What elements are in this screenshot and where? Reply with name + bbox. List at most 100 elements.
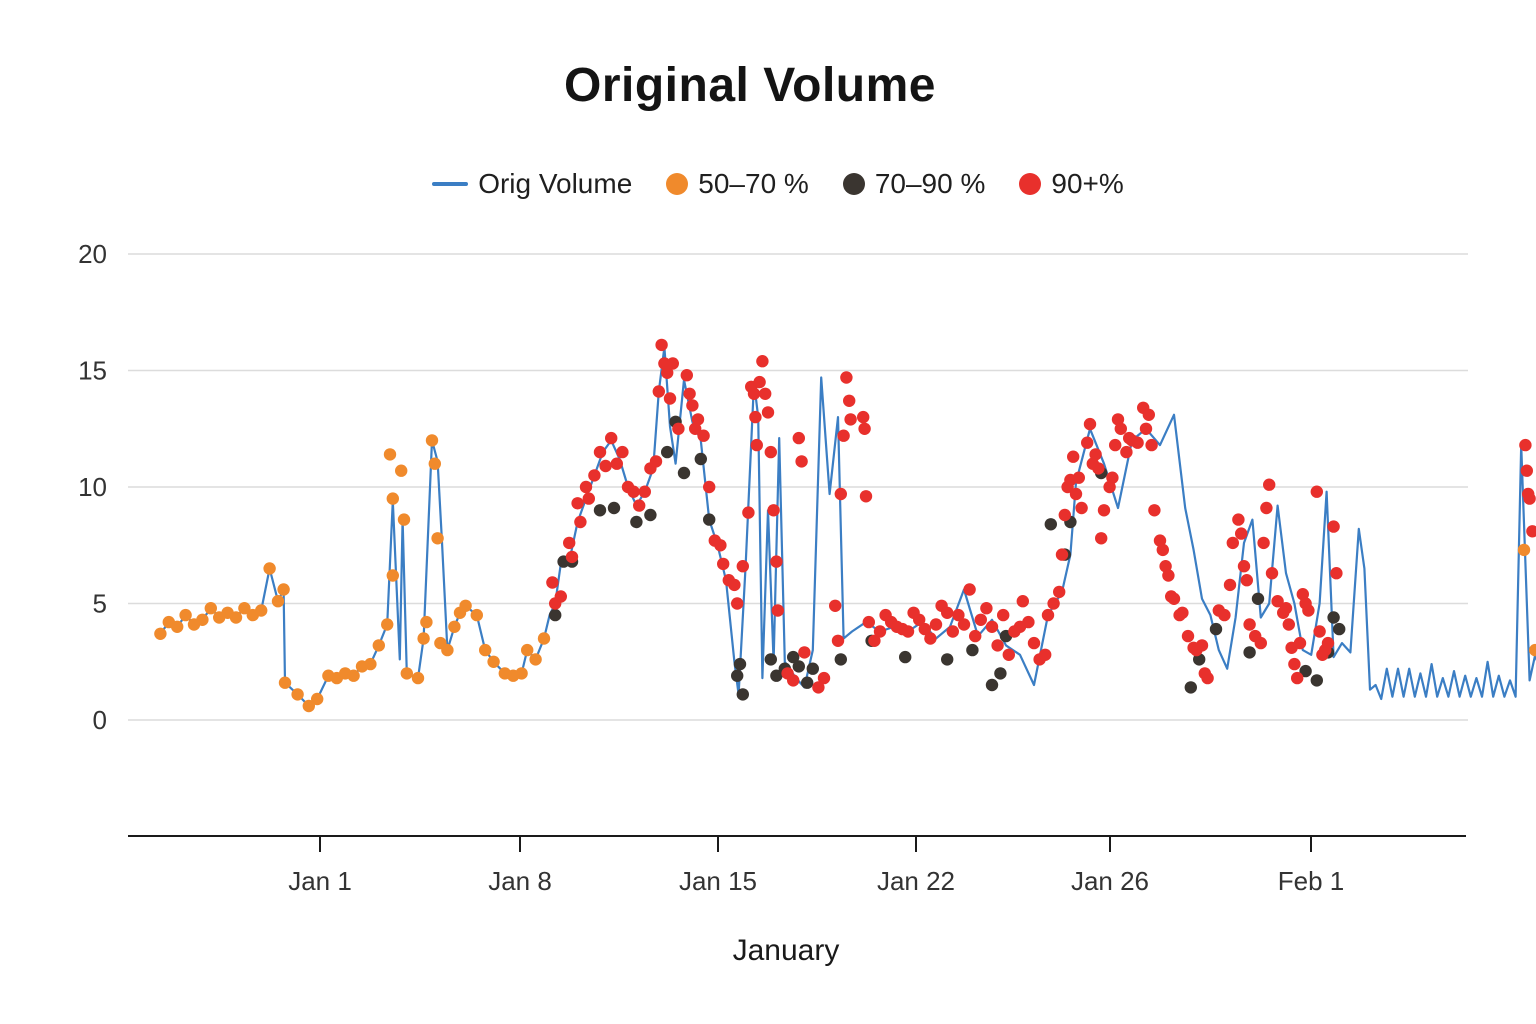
marker-50-70 xyxy=(400,667,413,680)
marker-90-plus xyxy=(663,392,677,405)
marker-90-plus xyxy=(974,613,987,626)
marker-70-90 xyxy=(899,650,912,664)
marker-70-90 xyxy=(801,676,814,689)
x-axis-title: January xyxy=(732,934,840,967)
marker-50-70 xyxy=(386,569,399,582)
marker-90-plus xyxy=(1022,615,1035,629)
marker-70-90 xyxy=(770,669,783,682)
marker-90-plus xyxy=(714,539,727,552)
legend-item-orig-volume[interactable]: Orig Volume xyxy=(432,168,632,200)
marker-90-plus xyxy=(728,578,741,592)
marker-90-plus xyxy=(843,394,856,407)
marker-90-plus xyxy=(837,429,850,442)
marker-90-plus xyxy=(952,608,965,622)
marker-90-plus xyxy=(582,492,595,505)
marker-50-70 xyxy=(479,643,492,657)
marker-90-plus xyxy=(1120,445,1133,459)
marker-70-90 xyxy=(787,650,800,664)
marker-50-70 xyxy=(238,602,251,615)
marker-90-plus xyxy=(717,557,730,571)
marker-50-70 xyxy=(154,627,167,640)
legend-item-90-plus[interactable]: 90+% xyxy=(1019,168,1124,200)
marker-90-plus xyxy=(1282,618,1296,631)
marker-90-plus xyxy=(680,369,693,382)
marker-90-plus xyxy=(546,576,559,589)
legend-dot-swatch xyxy=(842,173,865,195)
marker-90-plus xyxy=(616,445,629,459)
marker-90-plus xyxy=(1519,438,1532,452)
marker-90-plus xyxy=(1257,536,1270,550)
marker-90-plus xyxy=(1075,501,1088,515)
marker-90-plus xyxy=(1159,560,1172,573)
marker-70-90 xyxy=(1209,622,1223,636)
marker-90-plus xyxy=(1097,504,1111,517)
legend-item-50-70[interactable]: 50–70 % xyxy=(666,168,809,200)
marker-70-90 xyxy=(644,508,657,522)
marker-90-plus xyxy=(1321,636,1335,650)
marker-90-plus xyxy=(753,375,766,389)
marker-90-plus xyxy=(661,366,674,379)
marker-50-70 xyxy=(515,667,528,680)
marker-90-plus xyxy=(749,410,762,424)
marker-90-plus xyxy=(1526,525,1536,538)
marker-90-plus xyxy=(991,639,1004,652)
marker-70-90 xyxy=(549,608,562,622)
legend-label: Orig Volume xyxy=(478,168,633,199)
legend-label: 90+% xyxy=(1051,168,1124,199)
marker-90-plus xyxy=(697,429,710,442)
marker-90-plus xyxy=(817,671,831,685)
marker-90-plus xyxy=(1162,569,1175,582)
marker-50-70 xyxy=(470,608,483,622)
marker-90-plus xyxy=(588,469,601,482)
marker-90-plus xyxy=(792,431,805,445)
marker-90-plus xyxy=(565,550,579,564)
marker-90-plus xyxy=(1156,543,1170,557)
marker-70-90 xyxy=(966,643,979,657)
marker-90-plus xyxy=(834,487,847,501)
marker-90-plus xyxy=(1520,464,1534,477)
marker-70-90 xyxy=(806,662,819,675)
marker-90-plus xyxy=(686,399,699,412)
marker-90-plus xyxy=(1069,487,1083,501)
marker-90-plus xyxy=(1109,438,1122,452)
marker-90-plus xyxy=(929,618,943,631)
marker-90-plus xyxy=(1293,636,1307,650)
marker-90-plus xyxy=(652,385,665,398)
marker-90-plus xyxy=(924,632,937,645)
marker-70-90 xyxy=(941,653,954,666)
marker-90-plus xyxy=(771,604,784,617)
marker-90-plus xyxy=(1083,417,1097,431)
marker-90-plus xyxy=(795,455,808,468)
marker-90-plus xyxy=(1153,534,1167,547)
marker-50-70 xyxy=(441,643,454,657)
legend-item-70-90[interactable]: 70–90 % xyxy=(842,168,985,200)
marker-50-70 xyxy=(428,457,441,470)
marker-90-plus xyxy=(1089,448,1102,461)
marker-90-plus xyxy=(731,597,744,610)
y-tick-label: 10 xyxy=(78,472,107,502)
marker-50-70 xyxy=(386,492,399,505)
marker-90-plus xyxy=(1327,520,1340,533)
marker-90-plus xyxy=(840,371,853,384)
marker-70-90 xyxy=(733,657,747,671)
marker-70-90 xyxy=(661,445,674,459)
marker-90-plus xyxy=(831,634,845,647)
marker-90-plus xyxy=(655,338,668,352)
marker-90-plus xyxy=(859,490,873,503)
marker-90-plus xyxy=(1055,548,1069,561)
marker-90-plus xyxy=(1223,578,1237,592)
marker-90-plus xyxy=(605,431,618,445)
marker-50-70 xyxy=(395,464,408,477)
marker-90-plus xyxy=(1139,422,1153,435)
chart-title: Original Volume xyxy=(564,59,936,112)
marker-50-70 xyxy=(372,639,385,652)
marker-70-90 xyxy=(630,515,643,529)
marker-70-90 xyxy=(593,504,607,517)
legend-line-swatch xyxy=(432,182,469,186)
marker-90-plus xyxy=(770,555,783,568)
x-tick-label: Jan 1 xyxy=(288,866,352,896)
marker-70-90 xyxy=(994,667,1007,680)
marker-90-plus xyxy=(579,480,593,494)
marker-70-90 xyxy=(834,653,847,666)
marker-90-plus xyxy=(1195,639,1209,652)
